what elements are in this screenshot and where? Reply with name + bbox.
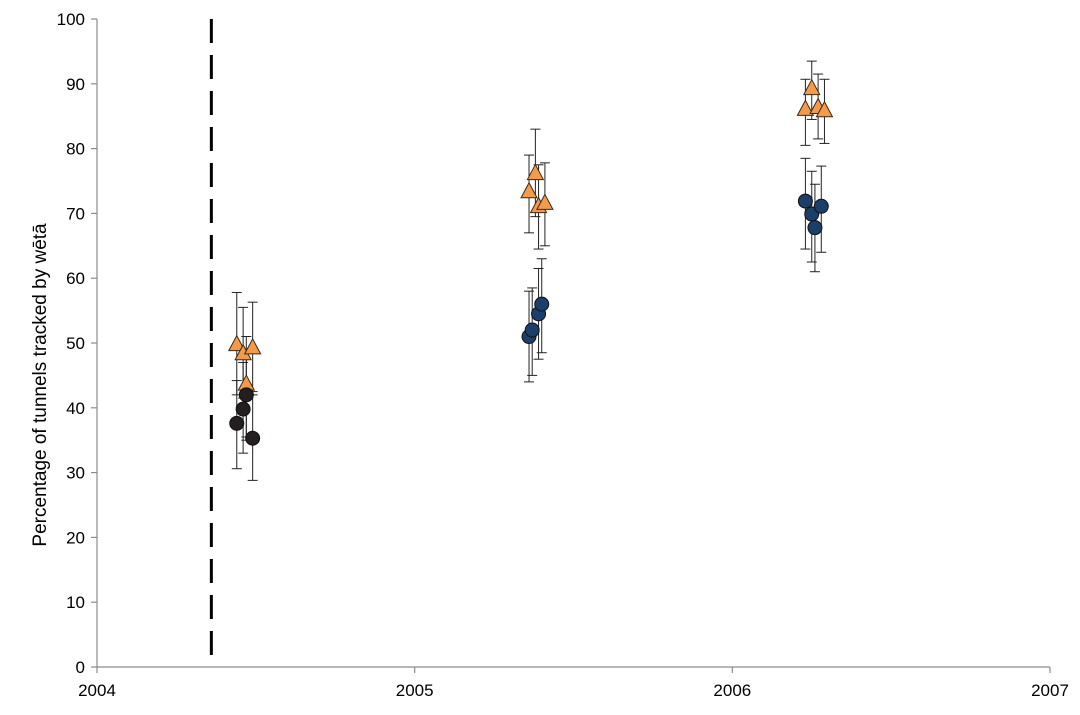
marks-layer bbox=[227, 60, 834, 481]
y-tick-label: 90 bbox=[66, 75, 85, 94]
triangle-point bbox=[526, 163, 545, 181]
x-tick-label: 2004 bbox=[78, 681, 116, 700]
circle-point bbox=[524, 322, 540, 338]
circle-point bbox=[813, 198, 829, 214]
y-tick-label: 30 bbox=[66, 464, 85, 483]
circle-point bbox=[235, 401, 251, 417]
circle-point bbox=[807, 220, 823, 236]
y-tick-label: 0 bbox=[76, 658, 85, 677]
y-tick-label: 40 bbox=[66, 399, 85, 418]
x-tick-label: 2005 bbox=[396, 681, 434, 700]
triangle-point bbox=[802, 78, 821, 96]
axes: 0 10 20 30 40 50 60 70 80 90 100 2004 2005 2006 2007 bbox=[57, 10, 1069, 700]
y-tick-label: 70 bbox=[66, 204, 85, 223]
circle-point bbox=[534, 296, 550, 312]
triangle-point bbox=[796, 99, 815, 116]
triangle-point bbox=[815, 100, 834, 118]
circle-point bbox=[797, 193, 813, 209]
triangle-point bbox=[536, 193, 554, 210]
y-tick-label: 80 bbox=[66, 140, 85, 159]
circle-point bbox=[238, 387, 254, 403]
y-tick-label: 60 bbox=[66, 269, 85, 288]
triangle-point bbox=[243, 337, 262, 355]
circle-point bbox=[245, 430, 261, 446]
y-tick-label: 100 bbox=[57, 10, 85, 29]
y-tick-label: 10 bbox=[66, 593, 85, 612]
y-tick-label: 50 bbox=[66, 334, 85, 353]
triangle-point bbox=[227, 334, 246, 352]
circle-point bbox=[229, 415, 245, 431]
x-tick-label: 2007 bbox=[1031, 681, 1069, 700]
y-axis-title: Percentage of tunnels tracked by wētā bbox=[30, 223, 51, 547]
y-tick-label: 20 bbox=[66, 528, 85, 547]
x-tick-label: 2006 bbox=[713, 681, 751, 700]
triangle-point bbox=[520, 181, 538, 199]
